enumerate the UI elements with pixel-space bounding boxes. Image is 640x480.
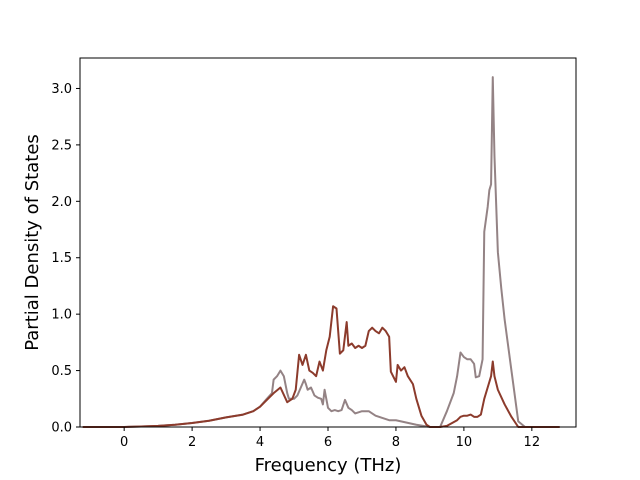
x-axis-ticks: 0 2 4 6 8 10 12 [120,427,540,450]
x-axis-label: Frequency (THz) [255,455,402,476]
x-tick-label: 12 [524,435,541,450]
y-tick-label: 0.0 [51,421,72,436]
x-tick-label: 8 [392,435,400,450]
series-line-2 [82,305,561,428]
y-tick-label: 1.5 [51,251,72,266]
y-axis-ticks: 0.0 0.5 1.0 1.5 2.0 2.5 3.0 [51,82,80,436]
y-tick-label: 2.5 [51,138,72,153]
x-tick-label: 6 [324,435,332,450]
y-tick-label: 0.5 [51,364,72,379]
x-tick-label: 4 [256,435,264,450]
x-tick-label: 0 [120,435,128,450]
x-tick-label: 10 [456,435,473,450]
y-tick-label: 2.0 [51,195,72,210]
x-tick-label: 2 [188,435,196,450]
plot-content [82,76,561,428]
series-line-1 [82,76,561,428]
y-axis-label: Partial Density of States [22,134,43,351]
y-tick-label: 3.0 [51,82,72,97]
y-tick-label: 1.0 [51,308,72,323]
